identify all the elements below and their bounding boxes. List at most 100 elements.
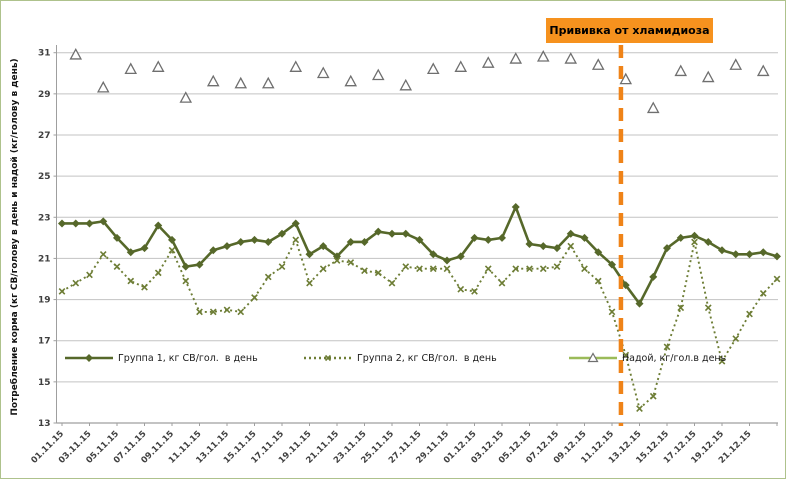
milk-point	[509, 52, 523, 64]
milk-point	[234, 76, 248, 89]
milk-point	[151, 60, 165, 72]
milk-point	[564, 52, 578, 64]
group2-point	[512, 265, 520, 273]
series-group1	[58, 202, 781, 308]
y-tick-label: 17	[38, 337, 51, 347]
group1-point	[291, 219, 300, 228]
group1-point	[594, 248, 603, 257]
group2-point	[594, 277, 602, 285]
milk-point	[591, 58, 605, 70]
milk-point	[206, 74, 220, 87]
legend-item-milk: Надой, кг/гол.в день	[569, 351, 726, 365]
group2-point	[306, 279, 313, 287]
group1-point	[195, 260, 204, 269]
group1-point	[429, 250, 438, 259]
milk-point	[289, 60, 303, 72]
group1-point	[360, 237, 369, 246]
group2-point	[622, 351, 630, 359]
group1-point	[236, 237, 245, 246]
y-tick-label: 29	[38, 90, 51, 100]
group1-point	[99, 217, 108, 226]
vaccination-annotation-box: Прививка от хламидиоза	[546, 18, 713, 43]
milk-point	[426, 62, 440, 75]
group2-point	[86, 271, 93, 279]
group1-point	[498, 233, 506, 242]
group1-point	[649, 272, 658, 281]
group2-point	[649, 392, 657, 400]
group2-point	[498, 279, 506, 287]
group1-point	[168, 235, 176, 244]
series-group2	[58, 236, 781, 412]
milk-point	[69, 47, 83, 60]
group2-point	[608, 308, 616, 316]
y-tick-label: 15	[38, 378, 51, 388]
milk-point	[124, 62, 138, 75]
group2-point	[182, 277, 190, 285]
y-tick-label: 19	[38, 296, 51, 306]
group2-point	[113, 263, 121, 271]
group1-point	[621, 281, 630, 290]
group1-point	[676, 233, 685, 242]
group2-point	[759, 290, 767, 297]
group1-point	[759, 248, 768, 257]
group1-point	[525, 240, 534, 249]
group2-point	[732, 335, 740, 343]
group1-point	[718, 246, 726, 255]
group2-point	[402, 263, 410, 271]
group2-point	[581, 265, 588, 273]
series-milk	[69, 47, 770, 114]
group2-point	[457, 285, 465, 293]
group2-point	[484, 265, 492, 273]
group2-point	[704, 304, 712, 312]
group1-point	[443, 256, 451, 265]
milk-point	[261, 76, 275, 89]
group1-point	[731, 250, 740, 259]
group1-point	[401, 229, 410, 238]
group2-point	[443, 265, 451, 273]
group2-point	[553, 263, 561, 271]
group2-point	[539, 265, 547, 273]
y-tick-label: 27	[38, 131, 51, 141]
y-tick-label: 25	[38, 172, 51, 182]
group1-point	[58, 219, 66, 228]
y-tick-label: 21	[38, 254, 51, 264]
group1-point	[264, 237, 273, 246]
group2-point	[319, 265, 327, 273]
group1-point	[553, 244, 561, 253]
group1-point	[319, 242, 328, 251]
legend-sample-group2-line-icon	[304, 352, 352, 364]
group2-point	[773, 275, 781, 283]
group1-point	[305, 250, 314, 259]
group2-point	[526, 265, 533, 273]
group1-point	[85, 219, 94, 228]
group2-point	[223, 306, 231, 314]
group1-point	[250, 235, 259, 244]
group1-point	[690, 231, 699, 240]
legend-item-group1: Группа 1, кг СВ/гол. в день	[65, 351, 258, 365]
y-tick-label: 13	[38, 419, 51, 429]
group1-point	[223, 242, 231, 251]
group1-point	[346, 237, 355, 246]
milk-point	[96, 80, 110, 93]
milk-point	[701, 70, 715, 83]
group2-point	[251, 294, 258, 301]
group2-point	[691, 238, 698, 246]
milk-point	[536, 50, 550, 62]
group2-point	[388, 279, 396, 287]
group2-point	[127, 277, 135, 285]
y-tick-label: 31	[38, 49, 51, 59]
legend-sample-milk-line-icon	[569, 352, 617, 364]
milk-point	[481, 56, 495, 68]
milk-point	[344, 74, 358, 87]
group1-point	[566, 229, 575, 238]
milk-point	[756, 64, 770, 77]
group1-point	[113, 233, 121, 242]
group2-point	[746, 310, 753, 318]
x-axis: 01.11.1503.11.1505.11.1507.11.1509.11.15…	[29, 422, 778, 466]
group2-point	[333, 257, 341, 264]
group2-point	[58, 287, 66, 295]
legend-sample-group1-line-icon	[65, 352, 113, 364]
group2-point	[567, 242, 575, 250]
